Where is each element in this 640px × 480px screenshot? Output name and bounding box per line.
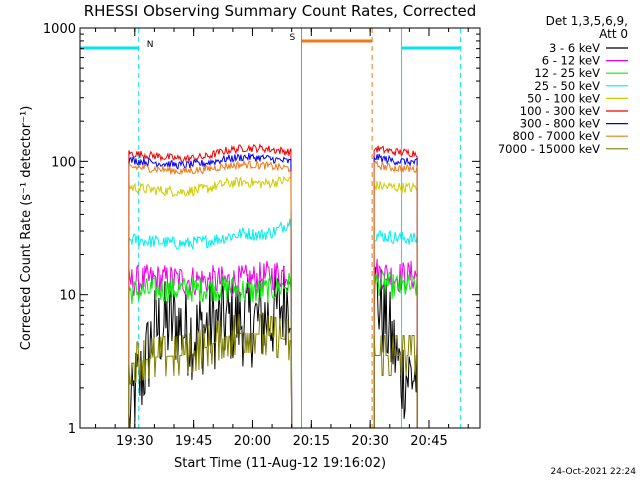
x-tick-label: 20:45 bbox=[410, 434, 447, 449]
legend-label: 6 - 12 keV bbox=[542, 54, 600, 68]
y-tick-label: 1 bbox=[68, 422, 76, 437]
legend-label: 3 - 6 keV bbox=[549, 41, 600, 55]
chart-title: RHESSI Observing Summary Count Rates, Co… bbox=[84, 2, 477, 20]
data-series bbox=[128, 143, 418, 429]
y-tick-label: 1000 bbox=[43, 22, 76, 37]
x-axis-label: Start Time (11-Aug-12 19:16:02) bbox=[174, 456, 386, 471]
series-25-50-kev bbox=[128, 218, 418, 429]
legend-label: 100 - 300 keV bbox=[520, 104, 600, 118]
legend-label: 25 - 50 keV bbox=[534, 79, 600, 93]
legend-label: 300 - 800 keV bbox=[520, 117, 600, 131]
footer-date: 24-Oct-2021 22:24 bbox=[551, 467, 637, 477]
y-axis-label: Corrected Count Rate (s⁻¹ detector⁻¹) bbox=[19, 106, 34, 351]
legend-header-line-2: Att 0 bbox=[599, 27, 628, 41]
series-50-100-kev bbox=[128, 175, 418, 429]
y-tick-label: 10 bbox=[59, 289, 76, 304]
legend-label: 7000 - 15000 keV bbox=[498, 142, 600, 156]
y-axis-ticks: 1 10 100 1000 bbox=[43, 22, 480, 437]
legend-label: 12 - 25 keV bbox=[534, 66, 600, 80]
x-tick-label: 19:45 bbox=[175, 434, 212, 449]
legend-header-line-1: Det 1,3,5,6,9, bbox=[546, 14, 628, 28]
saa-marker-label: S bbox=[290, 33, 296, 43]
x-axis-ticks: 19:30 19:45 20:00 20:15 20:30 20:45 bbox=[95, 28, 469, 449]
x-tick-label: 20:00 bbox=[234, 434, 271, 449]
legend-label: 800 - 7000 keV bbox=[512, 129, 600, 143]
x-tick-label: 19:30 bbox=[116, 434, 153, 449]
y-tick-label: 100 bbox=[51, 155, 76, 170]
x-tick-label: 20:15 bbox=[293, 434, 330, 449]
x-tick-label: 20:30 bbox=[351, 434, 388, 449]
night-marker-label: N bbox=[147, 40, 154, 50]
series-100-300-kev bbox=[128, 143, 418, 429]
series-300-800-kev bbox=[128, 153, 418, 429]
legend-label: 50 - 100 keV bbox=[527, 91, 600, 105]
series-800-7000-kev bbox=[128, 159, 418, 429]
plot-frame bbox=[79, 27, 481, 429]
series-12-25-kev bbox=[128, 270, 418, 429]
series-7000-15000-kev bbox=[128, 313, 418, 429]
